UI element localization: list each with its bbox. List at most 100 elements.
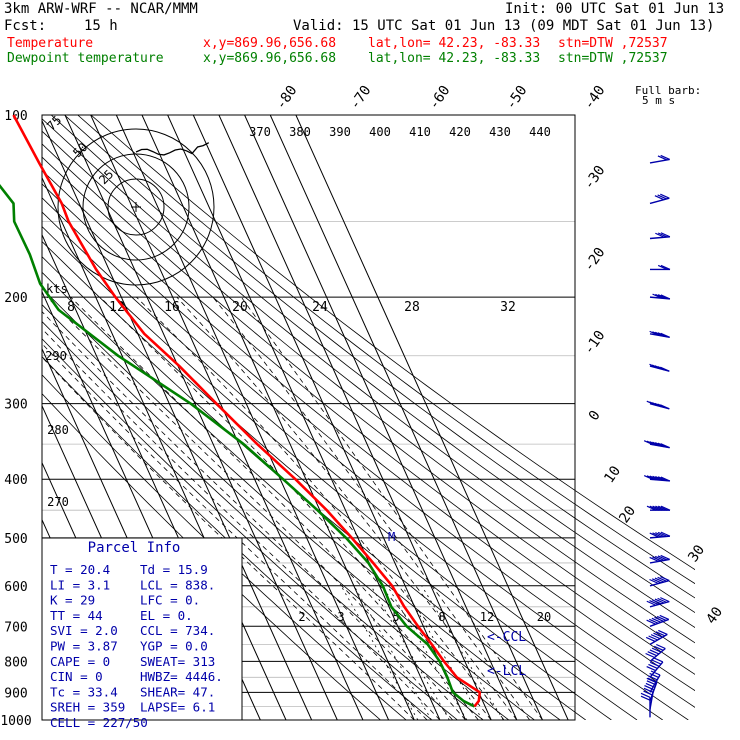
parcel-info-left: TT = 44 [50, 608, 103, 623]
moist-adiabat [42, 328, 441, 720]
dry-adiabat [42, 355, 433, 720]
isotherm-label-right: -10 [581, 328, 609, 358]
isotherm [192, 115, 466, 720]
pressure-tick-label: 600 [4, 580, 27, 595]
parcel-info-right: SHEAR= 47. [140, 684, 215, 699]
legend-temperature-coords: x,y=869.96,656.68 [203, 36, 337, 51]
moist-adiabat [176, 296, 518, 720]
dry-adiabat [77, 115, 695, 585]
isotherm [141, 115, 415, 720]
mixing-ratio-label: 5 [392, 610, 399, 624]
mixing-ratio-line [401, 585, 483, 720]
wind-barb [649, 193, 670, 205]
pressure-tick-label: 900 [4, 686, 27, 701]
dry-adiabat [64, 115, 695, 599]
dry-adiabat [42, 156, 695, 675]
dry-adiabat [42, 226, 638, 720]
moist-adiabat [46, 296, 466, 720]
dry-adiabat [42, 143, 695, 659]
dry-adiabat-label: 270 [47, 495, 69, 509]
pressure-tick-label: 100 [4, 109, 27, 124]
theta-e-label: 370 [249, 125, 271, 139]
parcel-info-title: Parcel Info [88, 540, 181, 556]
moist-adiabat [99, 296, 492, 720]
isotherm [90, 115, 364, 720]
parcel-info-right: SWEAT= 313 [140, 654, 215, 669]
dry-adiabat [42, 197, 689, 720]
moist-adiabat [136, 296, 505, 720]
theta-e-label: 380 [289, 125, 311, 139]
parcel-info-right: HWBZ= 4446. [140, 669, 223, 684]
parcel-info-left: PW = 3.87 [50, 639, 118, 654]
isotherm-label-top: -50 [503, 83, 531, 113]
wind-barb [646, 400, 670, 410]
mixed-layer-marker: M [388, 530, 395, 544]
parcel-info-left: K = 29 [50, 593, 95, 608]
speed-tick-label: 8 [67, 300, 75, 315]
isotherm-label-top: -70 [347, 83, 375, 113]
hodograph-units: kts [46, 282, 68, 296]
wind-barb [649, 293, 671, 300]
hodograph-ring [57, 128, 215, 286]
parcel-info-right: LFC = 0. [140, 593, 200, 608]
wind-barb [649, 330, 670, 339]
wind-barb [643, 440, 670, 449]
mixing-ratio-label: 20 [537, 610, 551, 624]
dry-adiabat [42, 118, 695, 629]
parcel-info-right: LCL = 838. [140, 577, 215, 592]
parcel-info-left: CAPE = 0 [50, 654, 110, 669]
isotherm-label-right: -20 [581, 245, 609, 275]
dry-adiabat [42, 271, 561, 720]
dry-adiabat [42, 287, 535, 720]
theta-e-label: 400 [369, 125, 391, 139]
legend-temperature-label: Temperature [7, 36, 94, 51]
moist-adiabat [212, 296, 531, 720]
legend-dewpoint-coords: x,y=869.96,656.68 [203, 51, 337, 66]
isotherm [115, 115, 390, 720]
forecast-label: Fcst: [4, 18, 47, 34]
isotherm-label-right: 30 [685, 542, 708, 565]
wind-barb [649, 232, 671, 240]
theta-e-label: 440 [529, 125, 551, 139]
theta-e-label: 430 [489, 125, 511, 139]
temperature-profile-line [12, 114, 482, 708]
hodograph-ring-label: 50 [70, 140, 90, 160]
dry-adiabat-label: 280 [47, 423, 69, 437]
dry-adiabat [42, 130, 695, 644]
wind-barb [649, 154, 670, 164]
parcel-info-right: CCL = 734. [140, 623, 215, 638]
hodograph-trace [135, 142, 210, 156]
isotherm-label-right: 10 [601, 463, 624, 486]
parcel-info-left: SREH = 359 [50, 700, 125, 715]
wind-barb [646, 505, 671, 511]
dry-adiabat-label: 290 [45, 349, 67, 363]
mixing-ratio-label: 12 [480, 610, 494, 624]
parcel-info-box [41, 537, 243, 721]
wind-barb [643, 474, 671, 482]
isotherm [218, 115, 492, 720]
moist-adiabat [70, 296, 479, 720]
isotherm-label-top: -80 [273, 83, 301, 113]
theta-e-label: 420 [449, 125, 471, 139]
wind-barb [649, 554, 670, 564]
parcel-info-right: Td = 15.9 [140, 562, 208, 577]
wind-barb [640, 692, 651, 718]
barb-legend-units: 5 m s [642, 94, 675, 107]
wind-barb [646, 614, 670, 627]
legend-temperature-station: stn=DTW ,72537 [558, 36, 668, 51]
pressure-tick-label: 500 [4, 532, 27, 547]
moist-adiabat [42, 356, 415, 720]
pressure-tick-label: 700 [4, 620, 27, 635]
speed-tick-label: 24 [312, 300, 328, 315]
hodograph-ring [82, 153, 190, 261]
mixing-ratio-label: 3 [337, 610, 344, 624]
theta-e-label: 390 [329, 125, 351, 139]
isotherm-label-right: 0 [586, 408, 604, 424]
parcel-info-right: YGP = 0.0 [140, 639, 208, 654]
mixing-ratio-line [353, 585, 432, 720]
pressure-tick-label: 400 [4, 473, 27, 488]
ccl-marker: <-CCL [487, 630, 526, 645]
isotherm [244, 115, 518, 720]
dry-adiabat [42, 304, 510, 720]
